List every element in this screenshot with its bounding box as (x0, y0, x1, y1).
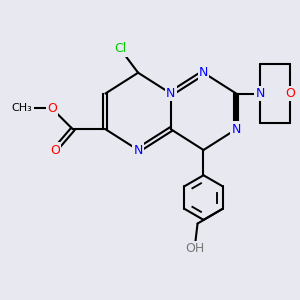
Text: N: N (166, 87, 176, 100)
Text: N: N (134, 143, 143, 157)
Text: OH: OH (185, 242, 204, 255)
Text: O: O (50, 143, 60, 157)
Text: N: N (199, 66, 208, 79)
Text: O: O (47, 102, 57, 115)
Text: Cl: Cl (114, 42, 126, 56)
Text: N: N (232, 123, 241, 136)
Text: CH₃: CH₃ (12, 103, 33, 113)
Text: O: O (285, 87, 295, 100)
Text: N: N (255, 87, 265, 100)
